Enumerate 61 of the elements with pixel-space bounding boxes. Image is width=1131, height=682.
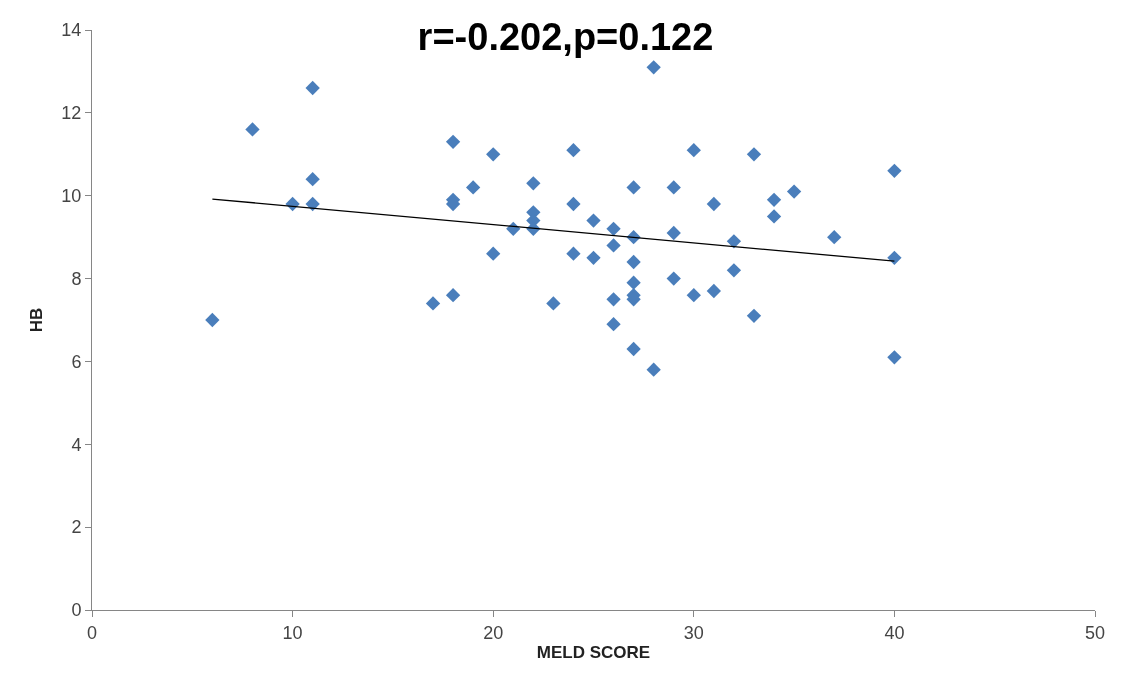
point (626, 254, 641, 270)
point (305, 80, 320, 96)
point (666, 180, 681, 195)
point (566, 196, 581, 212)
point (586, 250, 601, 266)
point (887, 350, 902, 365)
y-tick-label: 8 (71, 268, 82, 289)
point (486, 246, 501, 261)
point (546, 296, 561, 311)
point (305, 171, 320, 187)
point (626, 180, 641, 195)
point (626, 275, 641, 290)
point (626, 341, 641, 357)
point (586, 213, 601, 228)
point (646, 60, 661, 75)
y-tick-label: 10 (61, 186, 82, 207)
point (786, 184, 802, 199)
y-axis-title: HB (26, 307, 46, 333)
point (425, 296, 441, 311)
point (606, 316, 621, 332)
point (666, 225, 681, 241)
chart-title: r=-0.202,p=0.122 (417, 16, 714, 59)
y-tick-label: 0 (71, 600, 82, 621)
point (686, 287, 701, 303)
point (706, 196, 722, 212)
point (726, 263, 742, 278)
point (766, 192, 782, 208)
point (766, 209, 782, 224)
point (646, 362, 661, 377)
point (746, 147, 762, 162)
point (526, 176, 541, 191)
point (465, 180, 481, 195)
x-tick-label: 20 (483, 622, 504, 643)
y-tick-label: 2 (71, 517, 82, 538)
x-tick-label: 0 (86, 622, 98, 643)
point (245, 122, 260, 137)
point (606, 238, 621, 253)
point (486, 147, 501, 162)
x-tick-label: 40 (884, 622, 905, 643)
y-tick-label: 6 (71, 351, 82, 372)
point (445, 134, 461, 150)
point (666, 271, 681, 286)
point (706, 283, 722, 299)
x-axis-title: MELD SCORE (536, 643, 651, 662)
point (746, 308, 762, 324)
x-tick-label: 50 (1084, 622, 1106, 643)
point (827, 229, 842, 245)
point (606, 221, 621, 237)
y-tick-label: 14 (61, 20, 82, 41)
point (686, 142, 701, 158)
point (566, 142, 581, 158)
x-tick-label: 30 (683, 622, 704, 643)
x-tick-label: 10 (282, 622, 303, 643)
point (445, 287, 461, 303)
point (606, 292, 621, 307)
y-tick-label: 12 (61, 103, 82, 124)
point (566, 246, 581, 261)
point (887, 163, 902, 179)
y-tick-label: 4 (71, 434, 82, 455)
point (726, 234, 742, 249)
point (205, 312, 220, 328)
